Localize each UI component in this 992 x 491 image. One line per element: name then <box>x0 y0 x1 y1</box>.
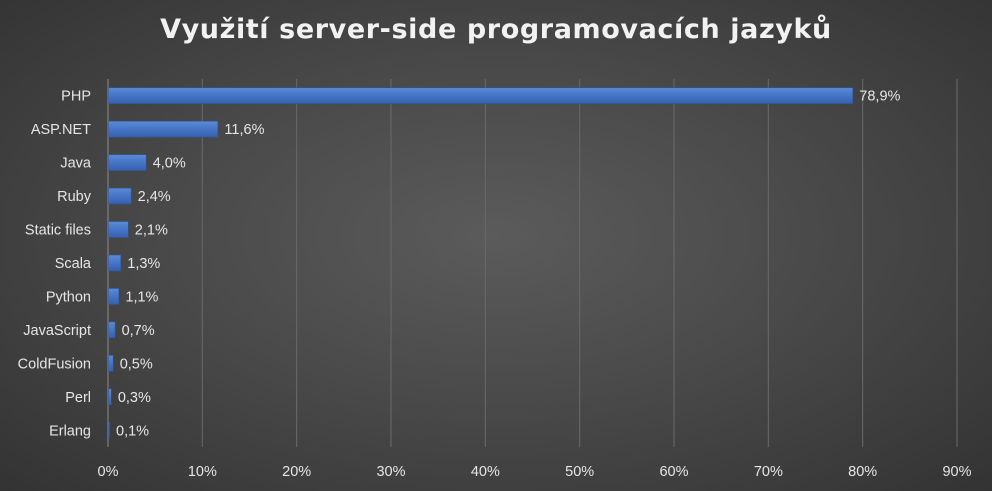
gridlines <box>107 79 958 447</box>
data-label: 1,1% <box>125 289 158 305</box>
data-label: 78,9% <box>859 89 900 105</box>
category-label: Python <box>46 289 91 305</box>
bars <box>108 87 854 439</box>
data-label: 0,1% <box>116 423 149 439</box>
x-tick-label: 80% <box>848 464 877 480</box>
category-label: Perl <box>65 390 91 406</box>
category-label: Java <box>60 156 92 172</box>
x-tick-label: 0% <box>98 464 119 480</box>
category-label: Scala <box>55 256 92 272</box>
data-label: 11,6% <box>224 122 264 138</box>
x-tick-label: 60% <box>659 464 688 480</box>
data-label: 0,7% <box>122 323 155 339</box>
bar <box>108 355 114 372</box>
data-label: 2,4% <box>138 189 171 205</box>
data-label: 1,3% <box>127 256 160 272</box>
labels: 0% 10% 20% 30% 40% 50% 60% 70% 80% 90% PHP 78,9% ASP… <box>18 89 972 480</box>
bar <box>108 288 120 305</box>
bar <box>108 221 129 238</box>
bar <box>108 388 112 406</box>
bar <box>108 87 854 105</box>
x-tick-label: 20% <box>282 464 311 480</box>
x-tick-label: 30% <box>376 464 405 480</box>
bar <box>108 187 132 205</box>
x-tick-label: 50% <box>565 464 594 480</box>
data-label: 4,0% <box>153 156 186 172</box>
category-label: ASP.NET <box>31 122 91 138</box>
bar <box>108 254 122 272</box>
category-label: PHP <box>61 89 91 105</box>
category-label: JavaScript <box>23 323 91 339</box>
category-label: Static files <box>25 223 91 239</box>
x-tick-label: 40% <box>471 464 500 480</box>
category-label: ColdFusion <box>18 356 91 372</box>
x-tick-label: 70% <box>754 464 783 480</box>
bar <box>108 120 219 138</box>
x-tick-label: 90% <box>942 464 971 480</box>
bar <box>108 154 147 171</box>
category-label: Ruby <box>57 189 92 205</box>
data-label: 0,3% <box>118 390 151 406</box>
bar <box>108 321 116 339</box>
category-label: Erlang <box>49 423 91 439</box>
x-tick-label: 10% <box>188 464 217 480</box>
data-label: 0,5% <box>120 356 153 372</box>
chart-title: Využití server-side programovacích jazyk… <box>160 14 832 45</box>
data-label: 2,1% <box>135 223 168 239</box>
bar <box>108 421 110 439</box>
